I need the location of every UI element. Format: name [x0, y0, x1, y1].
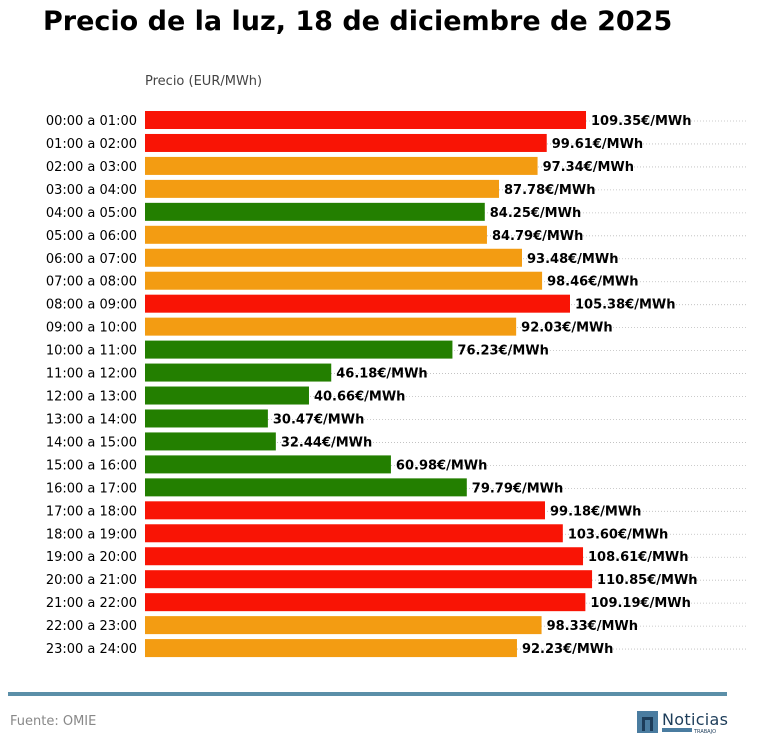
category-label: 16:00 a 17:00	[46, 481, 137, 496]
category-label: 02:00 a 03:00	[46, 160, 137, 175]
bar-chart: 00:00 a 01:00 109.35€/MWh 01:00 a 02:00 99.…	[46, 111, 748, 658]
category-label: 21:00 a 22:00	[46, 596, 137, 611]
category-label: 12:00 a 13:00	[46, 390, 137, 405]
data-label: 97.34€/MWh	[543, 160, 634, 175]
data-label: 93.48€/MWh	[527, 252, 618, 267]
bar	[145, 524, 563, 543]
bar	[145, 386, 309, 405]
category-label: 06:00 a 07:00	[46, 252, 137, 267]
data-label: 110.85€/MWh	[597, 573, 698, 588]
source-note: Fuente: OMIE	[10, 714, 97, 729]
category-label: 11:00 a 12:00	[46, 367, 137, 382]
bar	[145, 179, 500, 198]
category-label: 15:00 a 16:00	[46, 458, 137, 473]
category-label: 14:00 a 15:00	[46, 435, 137, 450]
bar	[145, 616, 542, 635]
bar	[145, 248, 523, 267]
data-label: 60.98€/MWh	[396, 458, 487, 473]
data-label: 84.79€/MWh	[492, 229, 583, 244]
footer-rule	[8, 692, 727, 696]
category-label: 04:00 a 05:00	[46, 206, 137, 221]
data-label: 92.03€/MWh	[521, 321, 612, 336]
svg-text:TRABAJO: TRABAJO	[693, 729, 716, 735]
category-label: 17:00 a 18:00	[46, 504, 137, 519]
bar	[145, 156, 538, 175]
data-label: 40.66€/MWh	[314, 390, 405, 405]
category-label: 13:00 a 14:00	[46, 412, 137, 427]
bar	[145, 111, 587, 129]
bar	[145, 547, 584, 566]
category-label: 20:00 a 21:00	[46, 573, 137, 588]
category-label: 08:00 a 09:00	[46, 298, 137, 313]
bar	[145, 271, 543, 290]
data-label: 30.47€/MWh	[273, 412, 364, 427]
category-label: 07:00 a 08:00	[46, 275, 137, 290]
bar	[145, 225, 487, 244]
svg-text:Noticias: Noticias	[662, 710, 728, 729]
bar	[145, 639, 517, 658]
axis-label: Precio (EUR/MWh)	[145, 74, 263, 89]
data-label: 79.79€/MWh	[472, 481, 563, 496]
category-label: 19:00 a 20:00	[46, 550, 137, 565]
bar	[145, 570, 593, 589]
bar	[145, 455, 391, 474]
data-label: 99.61€/MWh	[552, 137, 643, 152]
data-label: 92.23€/MWh	[522, 642, 613, 657]
data-label: 103.60€/MWh	[568, 527, 669, 542]
bar	[145, 294, 570, 313]
bar	[145, 363, 332, 382]
bar	[145, 593, 586, 612]
bar	[145, 501, 545, 520]
data-label: 98.33€/MWh	[547, 619, 638, 634]
data-label: 108.61€/MWh	[588, 550, 689, 565]
category-label: 03:00 a 04:00	[46, 183, 137, 198]
bar	[145, 340, 453, 359]
data-label: 109.19€/MWh	[590, 596, 691, 611]
bar	[145, 478, 467, 497]
category-label: 18:00 a 19:00	[46, 527, 137, 542]
bar	[145, 432, 276, 451]
data-label: 84.25€/MWh	[490, 206, 581, 221]
data-label: 105.38€/MWh	[575, 298, 676, 313]
category-label: 05:00 a 06:00	[46, 229, 137, 244]
noticias-trabajo-logo: Noticias TRABAJO	[637, 710, 728, 735]
data-label: 87.78€/MWh	[504, 183, 595, 198]
bar	[145, 409, 268, 428]
category-label: 22:00 a 23:00	[46, 619, 137, 634]
data-label: 99.18€/MWh	[550, 504, 641, 519]
chart-title: Precio de la luz, 18 de diciembre de 202…	[43, 6, 673, 37]
category-label: 10:00 a 11:00	[46, 344, 137, 359]
bar	[145, 202, 485, 221]
data-label: 98.46€/MWh	[547, 275, 638, 290]
category-label: 09:00 a 10:00	[46, 321, 137, 336]
category-label: 01:00 a 02:00	[46, 137, 137, 152]
bar	[145, 133, 547, 152]
data-label: 109.35€/MWh	[591, 114, 692, 129]
category-label: 23:00 a 24:00	[46, 642, 137, 657]
category-label: 00:00 a 01:00	[46, 114, 137, 129]
bar	[145, 317, 517, 336]
data-label: 76.23€/MWh	[457, 344, 548, 359]
data-label: 32.44€/MWh	[281, 435, 372, 450]
data-label: 46.18€/MWh	[336, 367, 427, 382]
